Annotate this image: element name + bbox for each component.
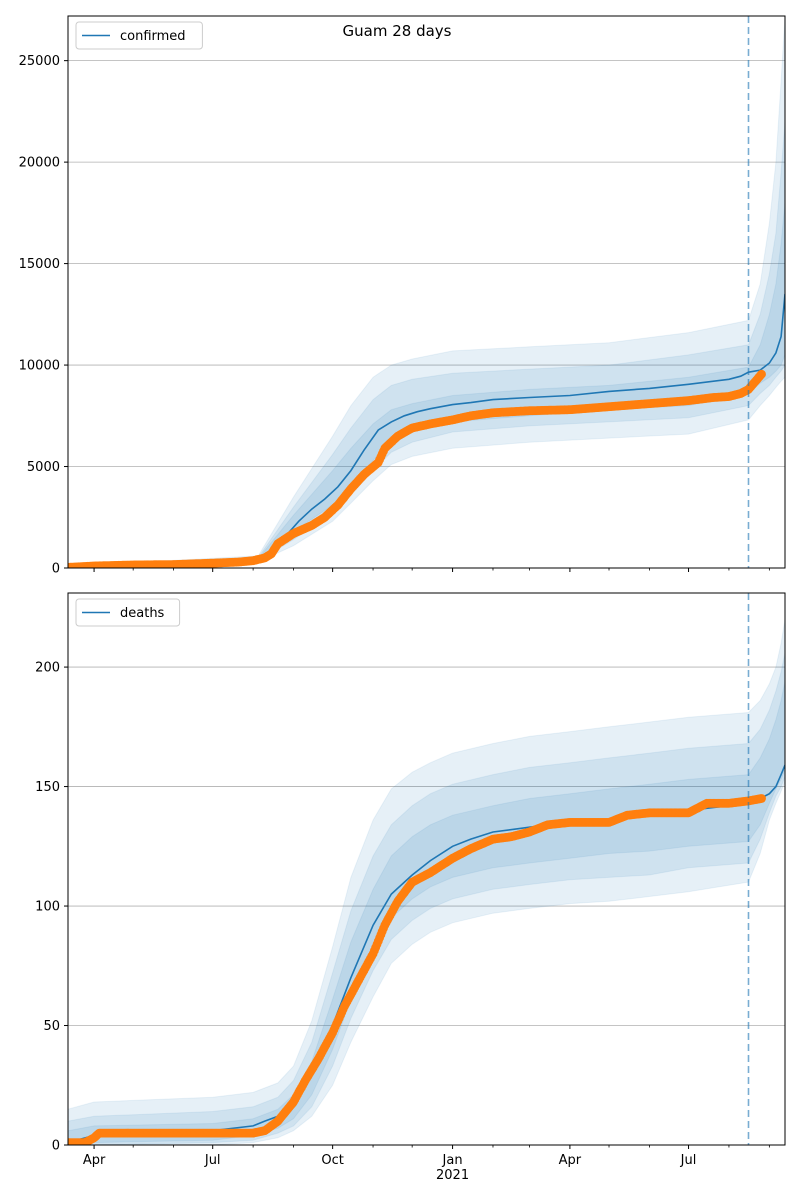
x-tick-label: Jul bbox=[680, 1153, 697, 1168]
legend-box bbox=[75, 598, 181, 627]
y-tick-label: 0 bbox=[52, 562, 60, 577]
y-tick-label: 10000 bbox=[19, 359, 60, 374]
x-tick-label: Jan bbox=[442, 1153, 463, 1168]
axes-frame bbox=[67, 15, 786, 569]
y-tick-label: 25000 bbox=[19, 54, 60, 69]
x-tick-sublabel: 2021 bbox=[436, 1168, 469, 1183]
axes-frame bbox=[67, 592, 786, 1146]
x-tick-label: Oct bbox=[321, 1153, 343, 1168]
y-tick-label: 200 bbox=[35, 661, 60, 676]
uncertainty-band-inner bbox=[68, 202, 785, 568]
observed-series bbox=[68, 369, 766, 568]
y-tick-label: 0 bbox=[52, 1139, 60, 1154]
legend-label: deaths bbox=[120, 606, 165, 621]
legend-box bbox=[75, 21, 203, 50]
x-tick-label: Apr bbox=[83, 1153, 106, 1168]
observed-point bbox=[757, 794, 766, 803]
x-tick-label: Apr bbox=[559, 1153, 582, 1168]
uncertainty-band-middle bbox=[68, 652, 785, 1145]
legend: deaths bbox=[75, 598, 181, 627]
observed-series bbox=[68, 794, 766, 1145]
y-tick-label: 15000 bbox=[19, 257, 60, 272]
figure-title: Guam 28 days bbox=[343, 22, 452, 40]
confirmed-panel: 0 5000 10000 15000 20000 25000 confirmed bbox=[19, 15, 786, 577]
x-tick-label: Jul bbox=[204, 1153, 221, 1168]
plot-area bbox=[68, 619, 785, 1145]
uncertainty-band-outer bbox=[68, 16, 785, 568]
y-tick-label: 150 bbox=[35, 780, 60, 795]
y-tick-label: 20000 bbox=[19, 156, 60, 171]
observed-point bbox=[757, 369, 766, 379]
plot-area bbox=[68, 16, 785, 568]
y-tick-label: 100 bbox=[35, 900, 60, 915]
legend: confirmed bbox=[75, 21, 203, 50]
legend-label: confirmed bbox=[120, 29, 186, 44]
uncertainty-band-outer bbox=[68, 619, 785, 1145]
y-tick-label: 5000 bbox=[27, 460, 60, 475]
y-tick-label: 50 bbox=[43, 1019, 60, 1034]
